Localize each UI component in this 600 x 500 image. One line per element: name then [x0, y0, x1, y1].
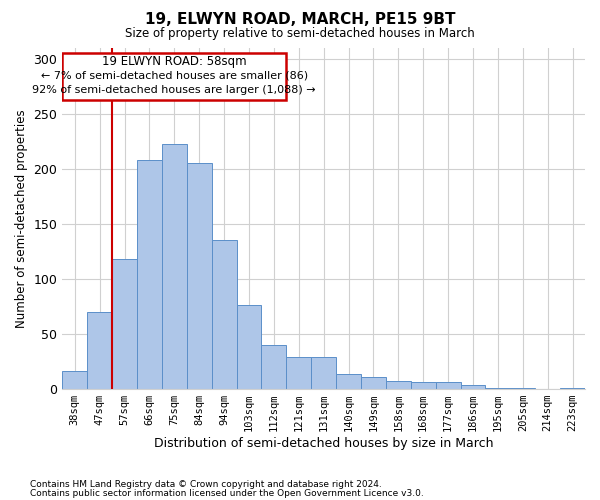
Bar — [236, 306, 262, 389]
Bar — [286, 357, 311, 389]
Bar — [461, 384, 485, 389]
Text: 19 ELWYN ROAD: 58sqm: 19 ELWYN ROAD: 58sqm — [102, 55, 247, 68]
Bar — [137, 160, 162, 389]
Bar — [485, 388, 511, 389]
Bar — [62, 372, 87, 389]
Bar — [262, 345, 286, 389]
Bar — [411, 382, 436, 389]
Bar — [162, 144, 187, 389]
Bar — [87, 312, 112, 389]
Bar — [62, 53, 286, 100]
Bar — [212, 240, 236, 389]
Bar — [187, 163, 212, 389]
Y-axis label: Number of semi-detached properties: Number of semi-detached properties — [15, 109, 28, 328]
Bar — [436, 382, 461, 389]
Text: 19, ELWYN ROAD, MARCH, PE15 9BT: 19, ELWYN ROAD, MARCH, PE15 9BT — [145, 12, 455, 28]
Bar — [560, 388, 585, 389]
X-axis label: Distribution of semi-detached houses by size in March: Distribution of semi-detached houses by … — [154, 437, 493, 450]
Bar — [386, 382, 411, 389]
Bar — [336, 374, 361, 389]
Text: 92% of semi-detached houses are larger (1,088) →: 92% of semi-detached houses are larger (… — [32, 84, 316, 94]
Bar — [361, 377, 386, 389]
Text: Contains public sector information licensed under the Open Government Licence v3: Contains public sector information licen… — [30, 489, 424, 498]
Bar — [511, 388, 535, 389]
Text: Size of property relative to semi-detached houses in March: Size of property relative to semi-detach… — [125, 28, 475, 40]
Text: Contains HM Land Registry data © Crown copyright and database right 2024.: Contains HM Land Registry data © Crown c… — [30, 480, 382, 489]
Bar — [112, 259, 137, 389]
Text: ← 7% of semi-detached houses are smaller (86): ← 7% of semi-detached houses are smaller… — [41, 70, 308, 81]
Bar — [311, 357, 336, 389]
